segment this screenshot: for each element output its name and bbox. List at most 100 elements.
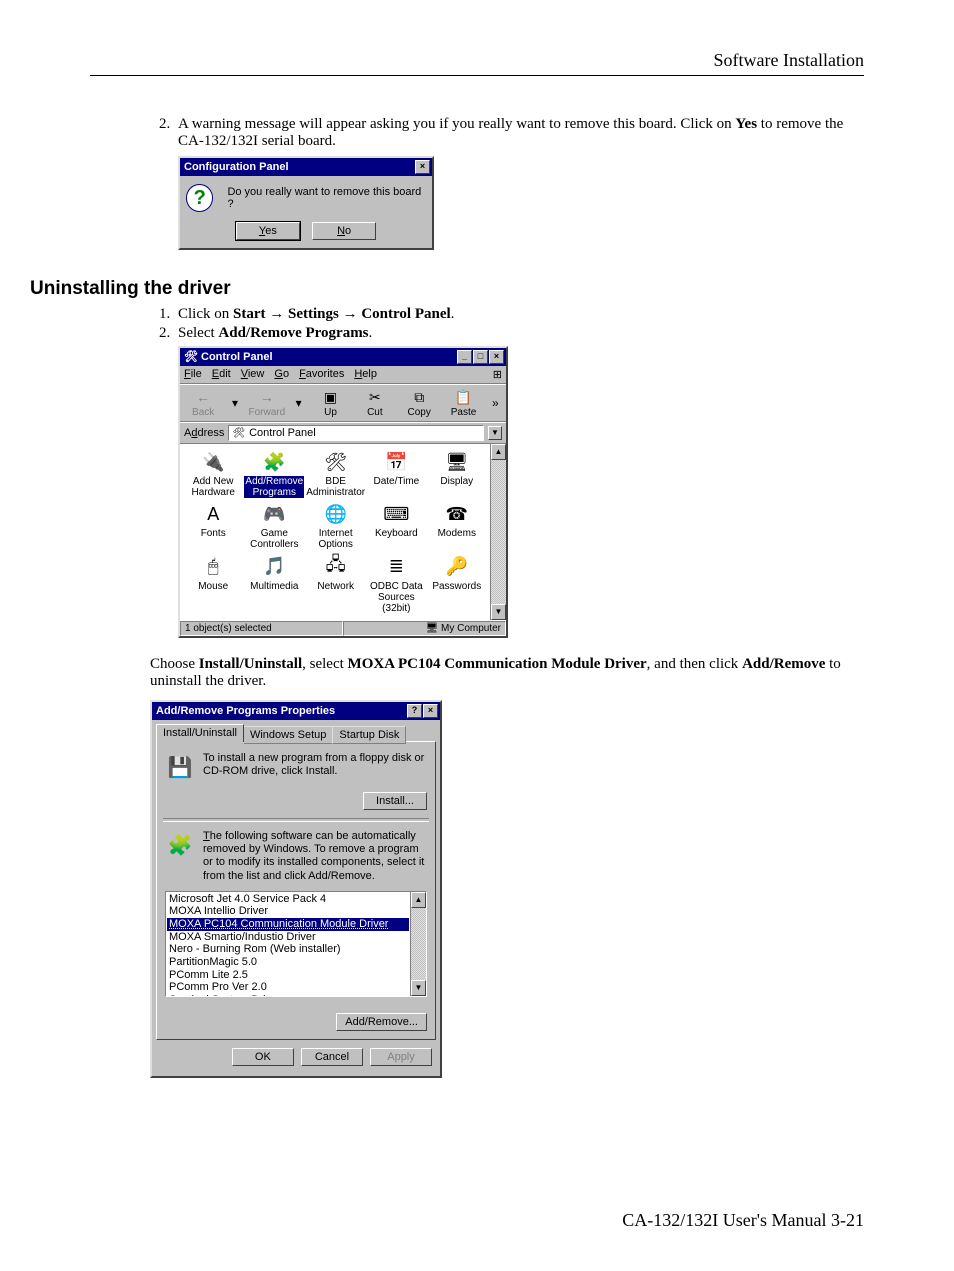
cp-item-keyboard[interactable]: ⌨Keyboard [367, 502, 425, 550]
cp-item-modems[interactable]: ☎Modems [428, 502, 486, 550]
menu-edit[interactable]: Edit [212, 368, 231, 381]
list-scrollbar[interactable]: ▲ ▼ [410, 892, 426, 996]
install-icon: 💾 [165, 752, 195, 782]
cp-item-icon: 🔌 [199, 450, 227, 474]
remove-text: The following software can be automatica… [203, 830, 427, 883]
list-item[interactable]: PComm Lite 2.5 [167, 969, 409, 982]
control-panel-window: 🛠 Control Panel _ □ × File Edit View Go Favo… [178, 346, 508, 638]
toolbar: ←Back▾→Forward▾▣Up✂Cut⧉Copy📋Paste» [180, 384, 506, 422]
close-icon[interactable]: × [489, 350, 504, 364]
para-choose: Choose Install/Uninstall, select MOXA PC… [150, 656, 864, 690]
close-icon[interactable]: × [423, 704, 438, 718]
cp-item-network[interactable]: 🖧Network [306, 555, 365, 614]
cp-item-icon: 🌐 [322, 502, 350, 526]
cp-item-icon: 🛠 [322, 450, 350, 474]
tab-windows-setup[interactable]: Windows Setup [243, 726, 333, 744]
menu-help[interactable]: Help [354, 368, 377, 381]
scroll-up-icon[interactable]: ▲ [491, 444, 506, 460]
address-field[interactable]: 🛠 Control Panel [228, 425, 484, 441]
maximize-icon[interactable]: □ [473, 350, 488, 364]
cp-item-icon: ≣ [382, 555, 410, 579]
cp-item-bde-administrator[interactable]: 🛠BDE Administrator [306, 450, 365, 498]
tab-install-uninstall[interactable]: Install/Uninstall [156, 724, 244, 742]
tab-startup-disk[interactable]: Startup Disk [332, 726, 406, 744]
ok-button[interactable]: OK [232, 1048, 294, 1066]
toolbar-more[interactable]: » [487, 396, 504, 410]
cp-item-date-time[interactable]: 📅Date/Time [367, 450, 425, 498]
tool-paste[interactable]: 📋Paste [442, 388, 484, 418]
step-2-text: A warning message will appear asking you… [178, 116, 843, 149]
minimize-icon[interactable]: _ [457, 350, 472, 364]
list-item[interactable]: MOXA Smartio/Industio Driver [167, 931, 409, 944]
cp-item-icon: A [199, 502, 227, 526]
close-icon[interactable]: × [415, 160, 430, 174]
brand-icon: ⊞ [493, 368, 502, 381]
question-icon: ? [186, 184, 213, 212]
cp-item-icon: 🔑 [443, 555, 471, 579]
status-left: 1 object(s) selected [180, 621, 343, 636]
uninstall-icon: 🧩 [165, 830, 195, 860]
cp-item-icon: 🧩 [260, 450, 288, 474]
menu-go[interactable]: Go [274, 368, 289, 381]
scroll-down-icon[interactable]: ▼ [491, 604, 506, 620]
no-button[interactable]: No [312, 222, 376, 240]
list-item[interactable]: Microsoft Jet 4.0 Service Pack 4 [167, 893, 409, 906]
tool-forward-dropdown[interactable]: ▾ [290, 396, 307, 410]
cp-item-display[interactable]: 🖥Display [428, 450, 486, 498]
menu-file[interactable]: File [184, 368, 202, 381]
page-footer: CA-132/132I User's Manual 3-21 [90, 1210, 864, 1231]
cp-item-add-remove-programs[interactable]: 🧩Add/Remove Programs [244, 450, 304, 498]
menu-view[interactable]: View [241, 368, 265, 381]
cancel-button[interactable]: Cancel [301, 1048, 363, 1066]
cp-item-icon: ⌨ [382, 502, 410, 526]
cp-item-add-new-hardware[interactable]: 🔌Add New Hardware [184, 450, 242, 498]
cp-icon-grid: 🔌Add New Hardware🧩Add/Remove Programs🛠BD… [180, 444, 490, 620]
list-item[interactable]: PComm Pro Ver 2.0 [167, 981, 409, 994]
scrollbar[interactable]: ▲ ▼ [490, 444, 506, 620]
help-icon[interactable]: ? [407, 704, 422, 718]
install-button[interactable]: Install... [363, 792, 427, 810]
install-text: To install a new program from a floppy d… [203, 752, 427, 782]
tool-cut[interactable]: ✂Cut [354, 388, 396, 418]
scroll-up-icon[interactable]: ▲ [411, 892, 426, 908]
cp-item-icon: 🎮 [260, 502, 288, 526]
cp-item-game-controllers[interactable]: 🎮Game Controllers [244, 502, 304, 550]
scroll-down-icon[interactable]: ▼ [411, 980, 426, 996]
apply-button[interactable]: Apply [370, 1048, 432, 1066]
cp-item-icon: 🖱 [199, 555, 227, 579]
cp-title: Control Panel [201, 351, 273, 363]
cp-item-passwords[interactable]: 🔑Passwords [428, 555, 486, 614]
status-right: 🖥 My Computer [343, 621, 506, 636]
list-item[interactable]: Sentinel System Driver [167, 994, 409, 996]
cp-item-internet-options[interactable]: 🌐Internet Options [306, 502, 365, 550]
address-dropdown-icon[interactable]: ▼ [488, 426, 502, 440]
list-item[interactable]: MOXA PC104 Communication Module Driver [167, 918, 409, 931]
section-heading: Uninstalling the driver [30, 278, 864, 300]
cp-item-mouse[interactable]: 🖱Mouse [184, 555, 242, 614]
tool-up[interactable]: ▣Up [309, 388, 351, 418]
program-list[interactable]: Microsoft Jet 4.0 Service Pack 4MOXA Int… [165, 891, 427, 997]
folder-icon: 🛠 [232, 428, 245, 439]
list-item[interactable]: PartitionMagic 5.0 [167, 956, 409, 969]
tool-back: ←Back [182, 388, 224, 418]
confirm-title: Configuration Panel [184, 161, 289, 173]
step-b2: Select Add/Remove Programs. 🛠 Control Pa… [174, 325, 864, 650]
cp-item-fonts[interactable]: AFonts [184, 502, 242, 550]
cp-item-icon: 🖥 [443, 450, 471, 474]
address-value: Control Panel [249, 427, 316, 439]
cp-item-odbc-data-sources-32bit-[interactable]: ≣ODBC Data Sources (32bit) [367, 555, 425, 614]
list-item[interactable]: MOXA Intellio Driver [167, 905, 409, 918]
menu-favorites[interactable]: Favorites [299, 368, 344, 381]
running-head: Software Installation [90, 50, 864, 76]
cp-item-multimedia[interactable]: 🎵Multimedia [244, 555, 304, 614]
add-remove-button[interactable]: Add/Remove... [336, 1013, 427, 1031]
confirm-dialog: Configuration Panel × ? Do you really wa… [178, 156, 434, 250]
yes-button[interactable]: Yes [236, 222, 300, 240]
list-item[interactable]: Nero - Burning Rom (Web installer) [167, 943, 409, 956]
tool-back-dropdown[interactable]: ▾ [226, 396, 243, 410]
step-b1: Click on Start → Settings → Control Pane… [174, 306, 864, 323]
tool-copy[interactable]: ⧉Copy [398, 388, 440, 418]
cp-item-icon: 📅 [382, 450, 410, 474]
tool-forward: →Forward [246, 388, 288, 418]
cp-item-icon: ☎ [443, 502, 471, 526]
